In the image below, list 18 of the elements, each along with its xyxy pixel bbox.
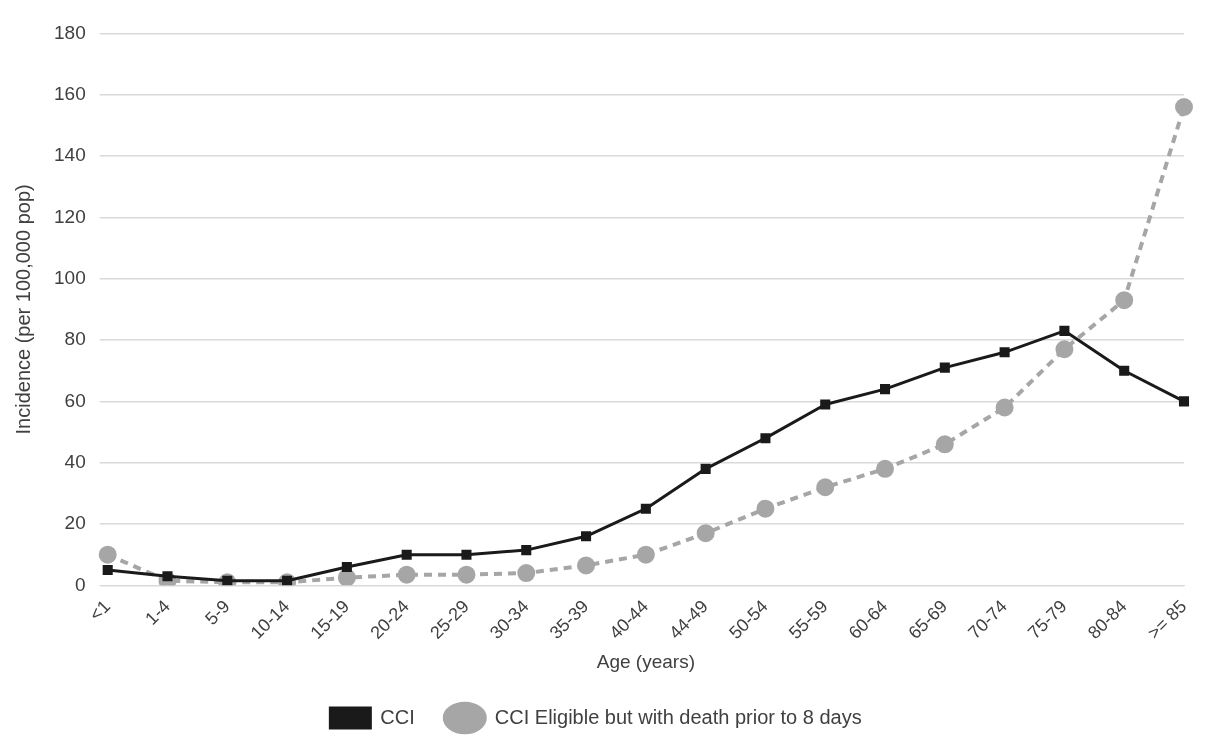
y-tick-label: 40 [64, 450, 86, 472]
legend-label: CCI Eligible but with death prior to 8 days [494, 705, 862, 728]
y-tick-label: 120 [54, 205, 86, 227]
y-tick-label: 20 [64, 512, 86, 534]
legend-label: CCI [380, 705, 415, 728]
x-tick-label: 5-9 [201, 596, 234, 629]
x-tick-label: 1-4 [141, 596, 174, 629]
x-tick-label: >= 85 [1143, 596, 1191, 643]
y-axis-title: Incidence (per 100,000 pop) [11, 184, 34, 435]
x-axis-title: Age (years) [596, 650, 695, 672]
y-tick-label: 180 [54, 21, 86, 43]
y-tick-label: 140 [54, 144, 86, 166]
y-tick-label: 0 [75, 573, 86, 595]
y-tick-label: 160 [54, 82, 86, 104]
y-tick-label: 60 [64, 389, 86, 411]
y-tick-label: 80 [64, 328, 86, 350]
y-tick-label: 100 [54, 266, 86, 288]
x-tick-label: <1 [85, 596, 115, 625]
